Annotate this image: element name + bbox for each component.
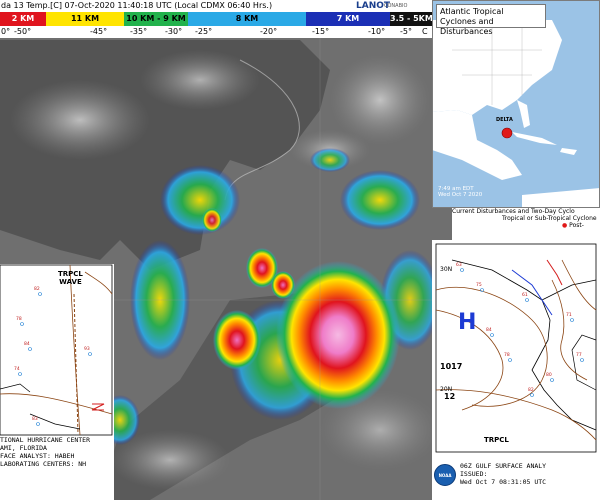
svg-text:75: 75 [476,282,482,288]
svg-text:84: 84 [24,341,30,347]
satellite-header: da 13 Temp.[C] 07-Oct-2020 11:40:18 UTC … [0,0,432,38]
tropical-wave-label: TRPCL WAVE [58,270,83,286]
caption-line: ● Post- [452,222,600,229]
temp-tick: -10° [368,27,386,36]
scale-segment: 2 KM [0,12,46,26]
scale-segment: 3.5 - 5KM [390,12,432,26]
wave-label-line: TRPCL [58,270,83,278]
footer-line: TIONAL HURRICANE CENTER [0,436,91,444]
surface-analysis-footer: 06Z GULF SURFACE ANALY ISSUED: Wed Oct 7… [436,462,596,486]
left-surface-map-graphic: 82 78 84 74 93 83 [0,264,114,436]
svg-text:71: 71 [566,312,572,318]
atlantic-map-date: 7:49 am EDT Wed Oct 7 2020 [438,186,482,198]
cyclone-symbol-icon: ● [562,222,568,229]
svg-text:82: 82 [34,286,40,292]
date-line: Wed Oct 7 2020 [438,192,483,198]
caption-line: Current Disturbances and Two-Day Cyclo [452,208,575,215]
satellite-title: da 13 Temp.[C] 07-Oct-2020 11:40:18 UTC … [1,1,273,10]
footer-line: LABORATING CENTERS: NH [0,460,87,468]
svg-text:61: 61 [522,292,528,298]
date-line: 7:49 am EDT [438,186,474,192]
noaa-logo-icon: NOAA [434,464,456,486]
surface-analysis-right: 63 75 84 78 61 80 82 71 77 30N 20N H 1017 12 T… [432,240,600,500]
svg-text:78: 78 [16,316,22,322]
temp-tick: -5° [400,27,412,36]
footer-line: AMI, FLORIDA [0,444,47,452]
footer-line: Wed Oct 7 08:31:05 UTC [460,478,547,486]
surface-analysis-left: 82 78 84 74 93 83 TRPCL WAVE TIONAL HURRICAN… [0,264,114,500]
noaa-text: NOAA [438,472,452,478]
svg-text:78: 78 [504,352,510,358]
svg-text:80: 80 [546,372,552,378]
lanot-logo: LANOT [356,1,391,11]
tropical-wave-label: TRPCL [484,436,509,444]
atlantic-map-graphic [432,0,600,208]
scale-segment: 11 KM [46,12,124,26]
caption-text: Post- [569,222,584,229]
temp-tick: -25° [195,27,213,36]
temp-tick: -35° [130,27,148,36]
temp-tick: -50° [14,27,32,36]
footer-line: ISSUED: [460,470,488,478]
temp-tick: 0° [1,27,11,36]
footer-line: 06Z GULF SURFACE ANALY [460,462,547,470]
svg-text:93: 93 [84,346,90,352]
wave-label-line: WAVE [59,278,82,286]
svg-text:84: 84 [486,327,492,333]
high-pressure-label: H [458,310,477,335]
scale-segment: 8 KM [188,12,306,26]
temp-tick: -20° [260,27,278,36]
storm-marker [501,127,513,139]
color-scale: 2 KM 11 KM 10 KM - 9 KM 8 KM 7 KM 3.5 - … [0,12,432,26]
outlook-caption: Current Disturbances and Two-Day Cyclo T… [452,208,600,240]
svg-text:82: 82 [528,387,534,393]
pressure-label: 1017 [440,362,463,371]
scale-segment: 7 KM [306,12,390,26]
scale-segment: 10 KM - 9 KM [124,12,188,26]
temp-tick: C [422,27,428,36]
svg-text:74: 74 [14,366,20,372]
svg-text:77: 77 [576,352,582,358]
storm-label: DELTA [496,117,513,123]
caption-line: Tropical or Sub-Tropical Cyclone [502,215,597,222]
svg-text:83: 83 [32,416,38,422]
pressure-label: 12 [444,392,456,401]
left-surface-footer: TIONAL HURRICANE CENTER AMI, FLORIDA FAC… [0,436,114,468]
atlantic-map-title: Atlantic Tropical Cyclones and Disturban… [436,4,546,36]
surface-map-graphic: 63 75 84 78 61 80 82 71 77 [432,240,600,460]
lat-30n-label: 30N [440,266,453,273]
lat-20n-label: 20N [440,386,453,393]
temp-tick: -45° [90,27,108,36]
temp-tick: -30° [165,27,183,36]
footer-line: FACE ANALYST: HABEH [0,452,75,460]
temperature-ticks: 0° -50° -45° -35° -30° -25° -20° -15° -1… [0,26,432,38]
temp-tick: -15° [312,27,330,36]
conabio-logo: CONABIO [384,3,408,9]
svg-text:63: 63 [456,262,462,268]
atlantic-outlook-map: Atlantic Tropical Cyclones and Disturban… [432,0,600,208]
